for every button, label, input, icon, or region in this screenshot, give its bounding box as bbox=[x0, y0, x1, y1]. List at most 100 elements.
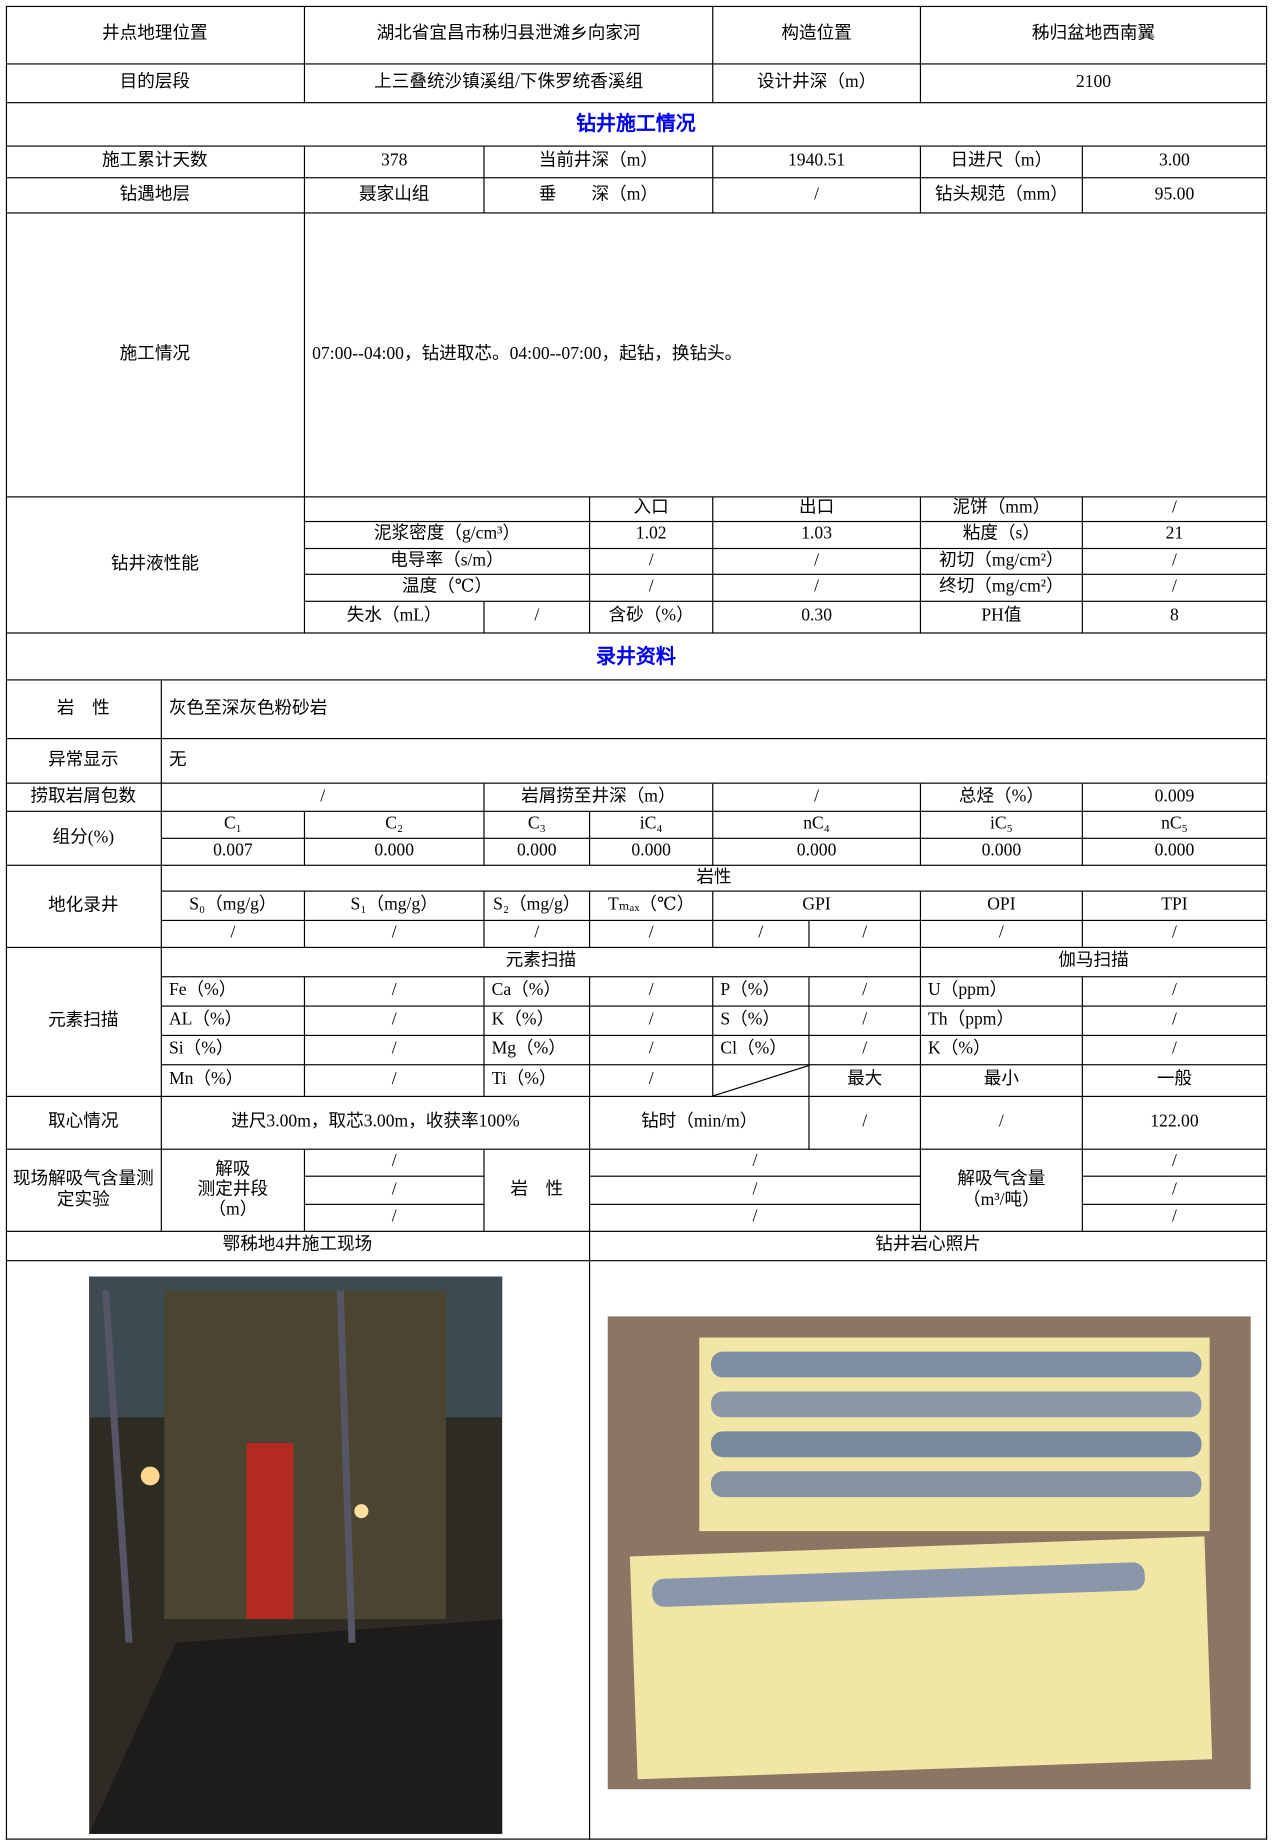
table-cell: / bbox=[590, 921, 714, 949]
table-cell: 设计井深（m） bbox=[713, 64, 922, 104]
table-cell: / bbox=[1082, 497, 1268, 523]
table-cell: 1.02 bbox=[590, 522, 714, 550]
table-cell: Si（%） bbox=[161, 1035, 306, 1066]
table-cell: Mg（%） bbox=[484, 1035, 591, 1066]
table-cell: 钻井施工情况 bbox=[5, 103, 1268, 147]
table-cell: OPI bbox=[921, 891, 1083, 922]
table-cell: 钻井岩心照片 bbox=[590, 1231, 1268, 1262]
empty-cell bbox=[590, 1261, 1268, 1840]
table-cell: / bbox=[1082, 549, 1268, 575]
table-cell: 0.009 bbox=[1082, 783, 1268, 812]
table-cell: S（%） bbox=[713, 1006, 810, 1036]
table-cell: 上三叠统沙镇溪组/下侏罗统香溪组 bbox=[305, 64, 714, 104]
table-cell: C₂ bbox=[305, 811, 485, 839]
table-cell: / bbox=[590, 1006, 714, 1036]
table-cell: Mn（%） bbox=[161, 1065, 306, 1098]
table-cell: 0.000 bbox=[484, 838, 591, 866]
table-cell: K（%） bbox=[921, 1035, 1083, 1066]
table-cell: 湖北省宜昌市秭归县泄滩乡向家河 bbox=[305, 5, 714, 65]
table-cell: / bbox=[1082, 1035, 1268, 1066]
table-cell: 鄂秭地4井施工现场 bbox=[5, 1231, 591, 1262]
table-cell: 0.000 bbox=[713, 838, 922, 866]
table-cell: 总烃（%） bbox=[921, 783, 1083, 812]
table-cell: 3.00 bbox=[1082, 146, 1268, 179]
table-cell: 录井资料 bbox=[5, 633, 1268, 681]
table-cell: C₁ bbox=[161, 811, 306, 839]
table-cell: 95.00 bbox=[1082, 178, 1268, 214]
empty-cell bbox=[713, 1065, 810, 1098]
table-cell: Tₘₐₓ（℃） bbox=[590, 891, 714, 922]
table-cell: 最大 bbox=[809, 1065, 922, 1098]
table-cell: 终切（mg/cm²） bbox=[921, 574, 1083, 602]
table-cell: 井点地理位置 bbox=[5, 5, 306, 65]
table-cell: / bbox=[1082, 1006, 1268, 1036]
table-cell: 解吸气含量 （m³/吨） bbox=[921, 1149, 1083, 1232]
table-cell: 日进尺（m） bbox=[921, 146, 1083, 179]
table-cell: 8 bbox=[1082, 601, 1268, 634]
table-cell: nC₅ bbox=[1082, 811, 1268, 839]
table-cell: / bbox=[305, 1065, 485, 1098]
table-cell: S₁（mg/g） bbox=[305, 891, 485, 922]
table-cell: 最小 bbox=[921, 1065, 1083, 1098]
table-cell: 元素扫描 bbox=[5, 948, 162, 1098]
table-cell: 灰色至深灰色粉砂岩 bbox=[161, 680, 1268, 740]
table-cell: 进尺3.00m，取芯3.00m，收获率100% bbox=[161, 1097, 591, 1150]
table-cell: S₂（mg/g） bbox=[484, 891, 591, 922]
table-cell: 粘度（s） bbox=[921, 522, 1083, 550]
table-cell: 0.007 bbox=[161, 838, 306, 866]
table-cell: / bbox=[590, 549, 714, 575]
table-cell: C₃ bbox=[484, 811, 591, 839]
table-cell: 电导率（s/m） bbox=[305, 549, 591, 575]
table-cell: U（ppm） bbox=[921, 977, 1083, 1007]
table-cell: / bbox=[161, 921, 306, 949]
table-cell: 钻遇地层 bbox=[5, 178, 306, 214]
table-cell: / bbox=[713, 549, 922, 575]
table-cell: / bbox=[590, 1176, 922, 1205]
table-cell: 0.000 bbox=[305, 838, 485, 866]
table-cell: 施工情况 bbox=[5, 213, 306, 498]
table-cell: 含砂（%） bbox=[590, 601, 714, 634]
table-cell: / bbox=[921, 1097, 1083, 1150]
table-cell: / bbox=[484, 921, 591, 949]
table-cell: / bbox=[590, 1204, 922, 1232]
table-cell: 21 bbox=[1082, 522, 1268, 550]
table-cell: / bbox=[1082, 1149, 1268, 1177]
table-cell: 钻头规范（mm） bbox=[921, 178, 1083, 214]
table-cell: 构造位置 bbox=[713, 5, 922, 65]
table-cell: 初切（mg/cm²） bbox=[921, 549, 1083, 575]
table-cell: / bbox=[921, 921, 1083, 949]
table-cell: / bbox=[484, 601, 591, 634]
table-cell: Fe（%） bbox=[161, 977, 306, 1007]
table-cell: / bbox=[809, 977, 922, 1007]
table-cell: 现场解吸气含量测定实验 bbox=[5, 1149, 162, 1232]
table-cell: S₀（mg/g） bbox=[161, 891, 306, 922]
table-cell: 07:00--04:00，钻进取芯。04:00--07:00，起钻，换钻头。 bbox=[305, 213, 1268, 498]
table-cell: AL（%） bbox=[161, 1006, 306, 1036]
table-cell: / bbox=[809, 1035, 922, 1066]
table-cell: 岩屑捞至井深（m） bbox=[484, 783, 714, 812]
table-cell: / bbox=[1082, 574, 1268, 602]
table-cell: / bbox=[590, 1149, 922, 1177]
table-cell: 入口 bbox=[590, 497, 714, 523]
table-cell: 无 bbox=[161, 739, 1268, 784]
table-cell: / bbox=[161, 783, 485, 812]
table-cell: / bbox=[305, 921, 485, 949]
table-cell: 钻时（min/m） bbox=[590, 1097, 810, 1150]
table-cell: / bbox=[305, 977, 485, 1007]
table-cell: / bbox=[305, 1035, 485, 1066]
table-cell: / bbox=[809, 1097, 922, 1150]
table-cell: 1940.51 bbox=[713, 146, 922, 179]
table-cell: / bbox=[1082, 921, 1268, 949]
table-cell: 泥饼（mm） bbox=[921, 497, 1083, 523]
table-cell: 岩性 bbox=[161, 865, 1268, 892]
table-cell: P（%） bbox=[713, 977, 810, 1007]
table-cell: / bbox=[590, 574, 714, 602]
table-cell: 出口 bbox=[713, 497, 922, 523]
table-cell: / bbox=[713, 178, 922, 214]
table-cell: Th（ppm） bbox=[921, 1006, 1083, 1036]
table-cell: 泥浆密度（g/cm³） bbox=[305, 522, 591, 550]
table-cell: / bbox=[713, 783, 922, 812]
table-cell: iC₄ bbox=[590, 811, 714, 839]
